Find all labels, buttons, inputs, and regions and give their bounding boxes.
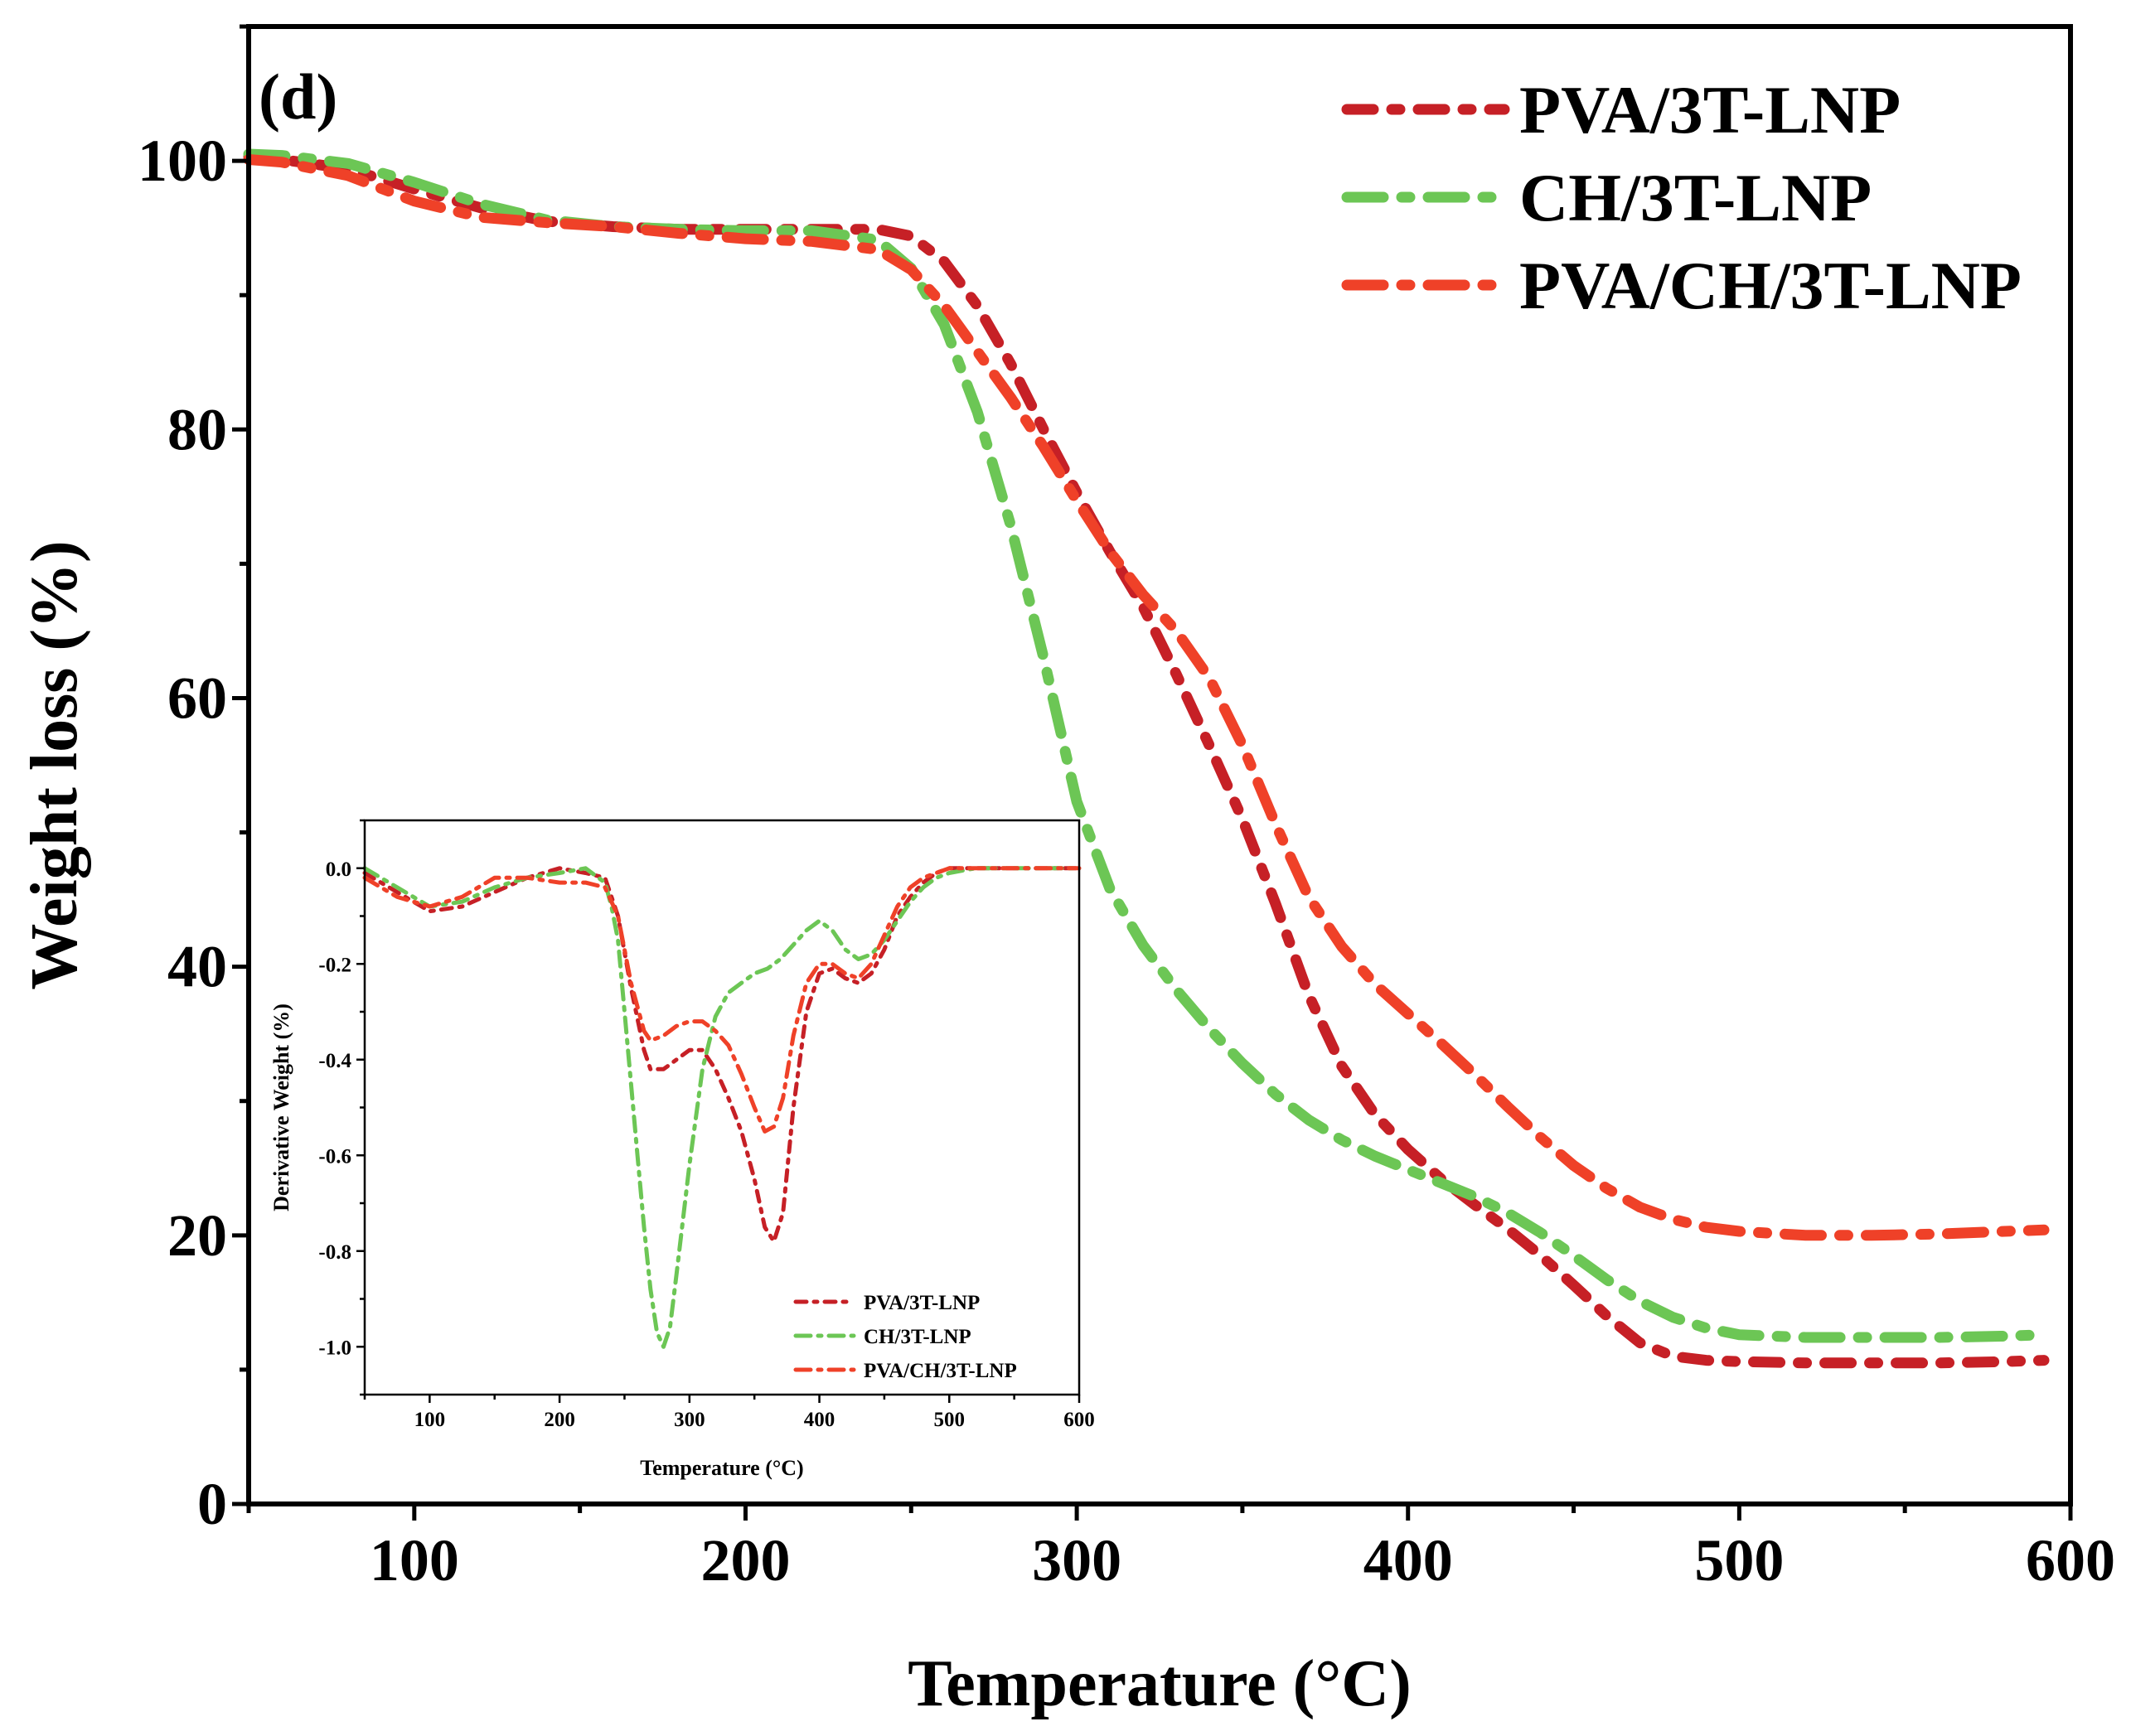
panel-label: (d) xyxy=(259,60,337,133)
inset-x-tick-label: 300 xyxy=(674,1409,705,1431)
inset-x-tick-label: 600 xyxy=(1063,1409,1095,1431)
main-legend-label-ch-3t-lnp: CH/3T-LNP xyxy=(1519,160,1872,235)
main-y-ticks: 0 20 40 60 80 100 xyxy=(138,24,249,1537)
inset-x-tick-label: 400 xyxy=(804,1409,835,1431)
main-x-tick-label: 400 xyxy=(1363,1527,1453,1593)
inset-legend: PVA/3T-LNP CH/3T-LNP PVA/CH/3T-LNP xyxy=(793,1292,1017,1382)
main-y-tick-label: 0 xyxy=(197,1471,227,1537)
main-x-tick-label: 100 xyxy=(370,1527,459,1593)
inset-plot: 100 200 300 400 500 600 0.0 -0.2 -0.4 -0.6 -0.8 -1… xyxy=(269,819,1095,1480)
inset-y-tick-label: 0.0 xyxy=(326,858,351,881)
inset-series-line-pva-3t-lnp xyxy=(362,866,1082,1244)
main-x-axis-label: Temperature (°C) xyxy=(908,1647,1411,1720)
main-legend: PVA/3T-LNP CH/3T-LNP PVA/CH/3T-LNP xyxy=(1341,72,2022,323)
inset-x-tick-label: 200 xyxy=(544,1409,575,1431)
inset-x-ticks: 100 200 300 400 500 600 xyxy=(363,1395,1095,1431)
main-y-tick-label: 80 xyxy=(167,396,227,462)
inset-x-tick-label: 100 xyxy=(414,1409,446,1431)
main-plot-frame xyxy=(246,24,2073,1506)
main-legend-label-pva-ch-3t-lnp: PVA/CH/3T-LNP xyxy=(1519,248,2022,323)
inset-series-line-ch-3t-lnp xyxy=(362,866,1082,1349)
inset-y-ticks: 0.0 -0.2 -0.4 -0.6 -0.8 -1.0 xyxy=(318,819,365,1396)
main-plot: 100 200 300 400 500 600 0 20 40 60 80 100 Temperat… xyxy=(18,24,2115,1720)
inset-series-group xyxy=(362,866,1082,1349)
main-x-ticks: 100 200 300 400 500 600 xyxy=(246,1504,2115,1593)
main-x-tick-label: 300 xyxy=(1032,1527,1121,1593)
inset-legend-label-ch-3t-lnp: CH/3T-LNP xyxy=(864,1326,971,1348)
inset-legend-label-pva-ch-3t-lnp: PVA/CH/3T-LNP xyxy=(864,1360,1017,1382)
main-y-tick-label: 60 xyxy=(167,665,227,731)
inset-series-line-pva-ch-3t-lnp xyxy=(362,866,1082,1134)
inset-y-tick-label: -1.0 xyxy=(318,1337,351,1359)
inset-y-tick-label: -0.2 xyxy=(318,954,351,976)
main-series-line-pva-ch-3t-lnp xyxy=(243,154,2050,1241)
main-x-tick-label: 200 xyxy=(700,1527,790,1593)
main-y-axis-label: Weight loss (%) xyxy=(18,540,91,989)
inset-y-tick-label: -0.4 xyxy=(318,1050,351,1072)
main-y-tick-label: 20 xyxy=(167,1202,227,1269)
inset-y-tick-label: -0.8 xyxy=(318,1241,351,1264)
main-y-tick-label: 100 xyxy=(138,128,227,194)
main-x-tick-label: 500 xyxy=(1694,1527,1784,1593)
inset-legend-label-pva-3t-lnp: PVA/3T-LNP xyxy=(864,1292,980,1314)
main-legend-label-pva-3t-lnp: PVA/3T-LNP xyxy=(1519,72,1901,147)
inset-y-axis-label: Derivative Weight (%) xyxy=(269,1003,293,1211)
inset-x-tick-label: 500 xyxy=(934,1409,966,1431)
main-x-tick-label: 600 xyxy=(2026,1527,2115,1593)
main-series-group xyxy=(243,148,2050,1369)
inset-y-tick-label: -0.6 xyxy=(318,1145,351,1168)
inset-background xyxy=(365,820,1079,1395)
main-y-tick-label: 40 xyxy=(167,934,227,1000)
inset-x-axis-label: Temperature (°C) xyxy=(640,1456,803,1480)
